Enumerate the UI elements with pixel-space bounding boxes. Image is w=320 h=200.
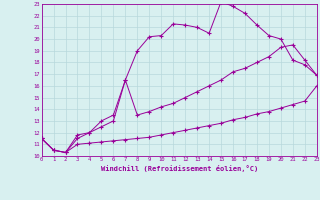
X-axis label: Windchill (Refroidissement éolien,°C): Windchill (Refroidissement éolien,°C) [100,165,258,172]
